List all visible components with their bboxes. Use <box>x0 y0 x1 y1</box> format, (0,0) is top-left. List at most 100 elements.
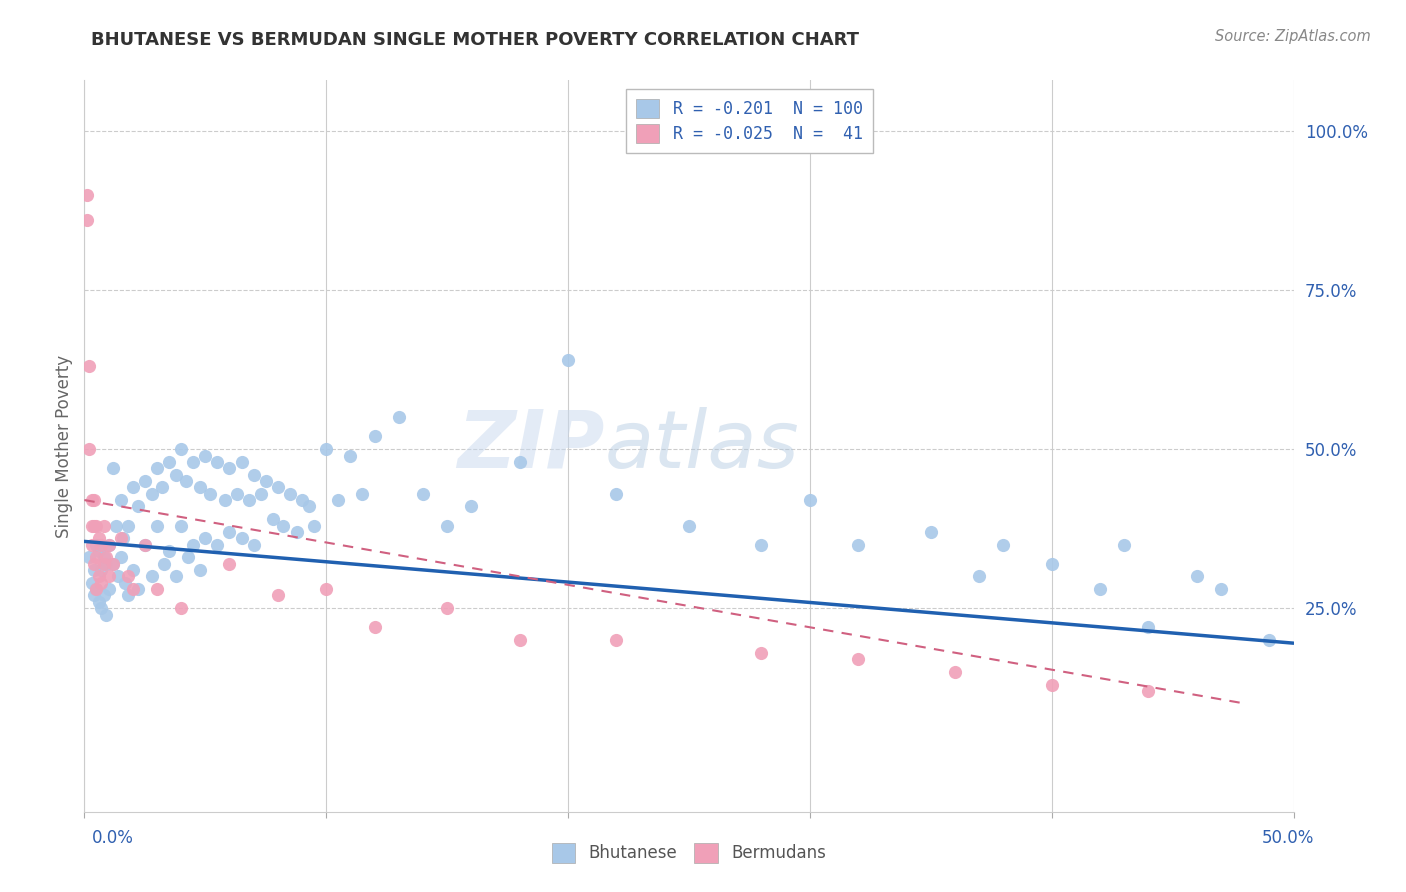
Point <box>83 589 105 603</box>
Point <box>509 455 531 469</box>
Point <box>363 429 385 443</box>
Point <box>127 582 149 596</box>
Point <box>110 531 132 545</box>
Point <box>86 582 108 596</box>
Point <box>339 449 361 463</box>
Point <box>190 480 212 494</box>
Point <box>134 538 156 552</box>
Point <box>170 518 193 533</box>
Point <box>77 442 100 457</box>
Point <box>121 480 143 494</box>
Y-axis label: Single Mother Poverty: Single Mother Poverty <box>55 354 73 538</box>
Point <box>967 569 990 583</box>
Point <box>117 589 139 603</box>
Point <box>141 569 163 583</box>
Point <box>107 569 129 583</box>
Point <box>86 538 108 552</box>
Point <box>170 442 193 457</box>
Point <box>127 500 149 514</box>
Point <box>103 557 125 571</box>
Point <box>605 632 627 647</box>
Point <box>103 557 125 571</box>
Point <box>90 538 112 552</box>
Point <box>751 646 773 660</box>
Point <box>83 493 105 508</box>
Point <box>231 531 253 545</box>
Point <box>1185 569 1208 583</box>
Text: 0.0%: 0.0% <box>91 829 134 847</box>
Point <box>207 455 229 469</box>
Point <box>117 518 139 533</box>
Point <box>77 359 100 374</box>
Point <box>846 538 869 552</box>
Point <box>254 474 277 488</box>
Point <box>388 410 411 425</box>
Point <box>460 500 482 514</box>
Point <box>97 538 120 552</box>
Point <box>267 480 290 494</box>
Point <box>363 620 385 634</box>
Point <box>315 582 337 596</box>
Point <box>238 493 260 508</box>
Point <box>114 575 136 590</box>
Point <box>177 550 200 565</box>
Point <box>242 467 264 482</box>
Point <box>1137 684 1160 698</box>
Point <box>267 589 290 603</box>
Point <box>93 589 115 603</box>
Point <box>436 518 458 533</box>
Point <box>134 474 156 488</box>
Point <box>94 557 117 571</box>
Point <box>80 493 103 508</box>
Point <box>194 531 217 545</box>
Point <box>271 518 294 533</box>
Point <box>110 493 132 508</box>
Point <box>97 569 120 583</box>
Point <box>678 518 700 533</box>
Point <box>250 486 273 500</box>
Point <box>1040 677 1063 691</box>
Point <box>207 538 229 552</box>
Point <box>94 607 117 622</box>
Point <box>328 493 350 508</box>
Point <box>262 512 284 526</box>
Point <box>225 486 247 500</box>
Point <box>153 557 176 571</box>
Point <box>181 455 204 469</box>
Point <box>165 467 187 482</box>
Point <box>170 601 193 615</box>
Point <box>150 480 173 494</box>
Point <box>87 569 110 583</box>
Point <box>1209 582 1232 596</box>
Point <box>90 575 112 590</box>
Point <box>198 486 221 500</box>
Point <box>993 538 1015 552</box>
Point <box>110 550 132 565</box>
Point <box>157 544 180 558</box>
Point <box>943 665 966 679</box>
Point <box>190 563 212 577</box>
Point <box>121 582 143 596</box>
Point <box>94 550 117 565</box>
Point <box>146 461 169 475</box>
Point <box>242 538 264 552</box>
Text: 50.0%: 50.0% <box>1263 829 1315 847</box>
Point <box>920 524 942 539</box>
Point <box>80 538 103 552</box>
Point <box>181 538 204 552</box>
Point <box>76 187 98 202</box>
Legend: Bhutanese, Bermudans: Bhutanese, Bermudans <box>546 837 832 869</box>
Point <box>278 486 301 500</box>
Point <box>165 569 187 583</box>
Point <box>134 538 156 552</box>
Point <box>104 518 127 533</box>
Point <box>76 213 98 227</box>
Point <box>93 557 115 571</box>
Point <box>799 493 821 508</box>
Point <box>86 518 108 533</box>
Point <box>412 486 434 500</box>
Point <box>112 531 135 545</box>
Point <box>146 518 169 533</box>
Point <box>194 449 217 463</box>
Point <box>87 544 110 558</box>
